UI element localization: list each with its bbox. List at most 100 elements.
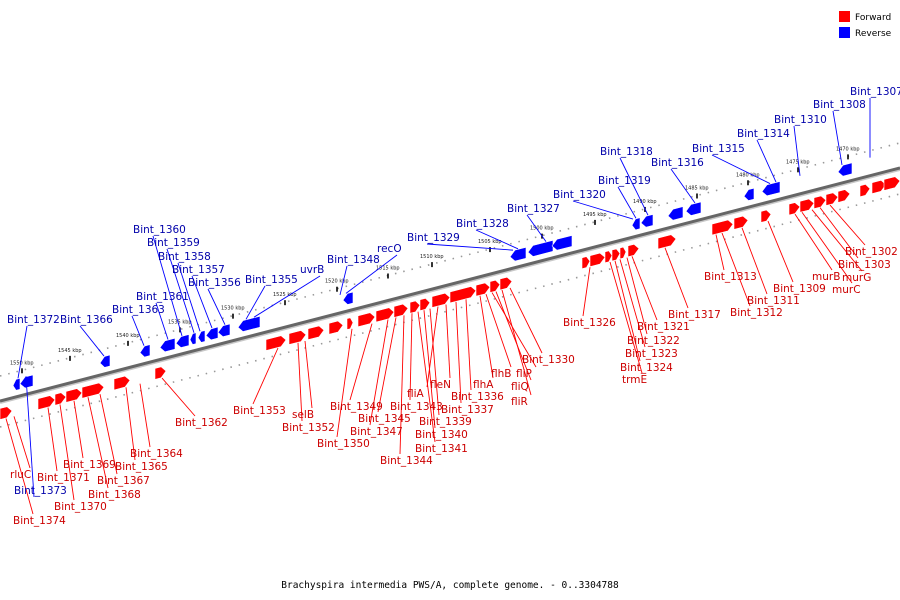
- gene-label-bint-1348: Bint_1348: [327, 254, 380, 266]
- leader-line-bint-1348: [339, 265, 348, 296]
- legend-label-forward: Forward: [855, 13, 891, 23]
- gene-label-bint-1360: Bint_1360: [133, 224, 186, 236]
- leader-line-bint-1303: [819, 207, 859, 259]
- forward-gene-arrow-12: [346, 317, 354, 330]
- leader-line-bint-1364: [139, 383, 151, 448]
- gene-label-bint-1369: Bint_1369: [63, 459, 116, 471]
- gene-label-rluc: rluC: [10, 469, 31, 481]
- scale-tick-label: 1480 kbp: [736, 172, 760, 178]
- forward-gene-arrow-34: [799, 198, 815, 213]
- leader-line-bint-1339: [429, 308, 440, 416]
- leader-line-bint-1359: [166, 248, 195, 333]
- forward-gene-arrow-4: [65, 388, 83, 403]
- leader-line-bint-1347: [369, 319, 389, 426]
- gene-label-bint-1319: Bint_1319: [598, 175, 651, 187]
- scale-tick-label: 1510 kbp: [420, 254, 444, 260]
- forward-gene-arrow-27: [619, 246, 627, 260]
- scale-tick-label: 1495 kbp: [583, 212, 607, 218]
- reverse-gene-arrow-4: [139, 344, 151, 358]
- leader-line-bint-1345: [377, 317, 397, 413]
- gene-label-bint-1320: Bint_1320: [553, 189, 606, 201]
- gene-label-flen: fleN: [430, 379, 451, 391]
- gene-label-bint-1363: Bint_1363: [112, 304, 165, 316]
- forward-gene-arrow-33: [788, 202, 801, 216]
- leader-line-bint-1318: [619, 157, 649, 216]
- gene-label-bint-1358: Bint_1358: [158, 251, 211, 263]
- gene-label-bint-1350: Bint_1350: [317, 438, 370, 450]
- scale-tick-label: 1515 kbp: [376, 266, 400, 272]
- scale-tick-label: 1485 kbp: [685, 185, 709, 191]
- forward-gene-arrow-37: [837, 189, 851, 203]
- forward-gene-arrow-24: [589, 252, 606, 268]
- legend-swatch-reverse: [839, 27, 850, 38]
- gene-label-selb: selB: [292, 409, 314, 421]
- leader-line-bint-1311: [741, 227, 768, 295]
- reverse-gene-arrow-17: [640, 214, 654, 228]
- scale-tick-label: 1535 kbp: [168, 319, 192, 325]
- legend-swatch-forward: [839, 11, 850, 22]
- gene-label-bint-1326: Bint_1326: [563, 317, 616, 329]
- forward-gene-arrow-21: [489, 279, 501, 293]
- genome-caption: Brachyspira intermedia PWS/A, complete g…: [281, 580, 619, 591]
- forward-gene-arrow-25: [604, 250, 613, 264]
- scale-tick-label: 1470 kbp: [836, 146, 860, 152]
- gene-label-bint-1316: Bint_1316: [651, 157, 704, 169]
- forward-gene-arrow-23: [581, 256, 591, 270]
- leader-line-bint-1350: [336, 328, 353, 438]
- leader-line-bint-1368: [87, 397, 109, 489]
- gene-label-bint-1340: Bint_1340: [415, 429, 468, 441]
- forward-gene-arrow-26: [611, 248, 621, 262]
- reverse-gene-arrow-15: [551, 235, 573, 251]
- reverse-gene-arrow-10: [217, 323, 231, 338]
- leader-line-bint-1321: [631, 256, 658, 321]
- leader-line-bint-1327: [526, 214, 547, 242]
- forward-strand-guide: [0, 193, 900, 428]
- leader-line-bint-1365: [125, 387, 136, 461]
- legend: Forward Reverse: [839, 11, 892, 39]
- gene-label-bint-1349: Bint_1349: [330, 401, 383, 413]
- reverse-gene-arrow-11: [237, 315, 261, 332]
- leader-line-flen: [445, 304, 451, 379]
- reverse-gene-arrow-19: [685, 201, 702, 216]
- leader-line-bint-1371: [47, 407, 58, 472]
- gene-label-bint-1368: Bint_1368: [88, 489, 141, 501]
- reverse-gene-arrow-14: [527, 239, 554, 257]
- gene-label-murg: murG: [842, 272, 871, 284]
- scale-tick-label: 1500 kbp: [530, 226, 554, 232]
- forward-gene-arrow-7: [154, 366, 167, 380]
- leader-line-reco: [345, 254, 398, 294]
- leader-line-bint-1356: [207, 288, 226, 325]
- leader-line-bint-1337: [455, 301, 462, 404]
- scale-tick-label: 1520 kbp: [325, 279, 349, 285]
- leader-line-bint-1343: [409, 313, 413, 401]
- leader-line-bint-1309: [767, 220, 794, 283]
- gene-label-murc: murC: [832, 284, 861, 296]
- gene-label-trme: trmE: [622, 374, 647, 386]
- forward-gene-arrow-15: [393, 303, 409, 318]
- leader-line-flia: [426, 306, 439, 388]
- forward-gene-arrow-16: [409, 300, 421, 314]
- leader-line-murc: [801, 212, 853, 284]
- scale-tick-label: 1530 kbp: [221, 306, 245, 312]
- leader-line-bint-1340: [423, 310, 436, 429]
- gene-label-flha: flhA: [473, 379, 494, 391]
- gene-label-bint-1308: Bint_1308: [813, 99, 866, 111]
- forward-gene-arrow-31: [733, 215, 749, 230]
- leader-line-bint-1324: [614, 260, 641, 362]
- leader-line-bint-1361: [155, 302, 169, 340]
- gene-label-bint-1341: Bint_1341: [415, 443, 468, 455]
- gene-label-bint-1314: Bint_1314: [737, 128, 790, 140]
- gene-label-flip: fliP: [516, 368, 532, 380]
- reverse-strand-guide: [0, 142, 900, 377]
- leader-line-bint-1310: [793, 125, 801, 176]
- leader-line-selb: [304, 340, 313, 409]
- scale-tick-label: 1540 kbp: [116, 333, 140, 339]
- gene-label-uvrb: uvrB: [300, 264, 324, 276]
- forward-gene-arrow-14: [375, 307, 395, 323]
- gene-label-bint-1322: Bint_1322: [627, 335, 680, 347]
- leader-line-bint-1326: [582, 267, 591, 317]
- leader-line-bint-1357: [191, 275, 213, 329]
- forward-gene-arrow-1: [0, 406, 13, 420]
- leader-line-bint-1316: [670, 168, 696, 204]
